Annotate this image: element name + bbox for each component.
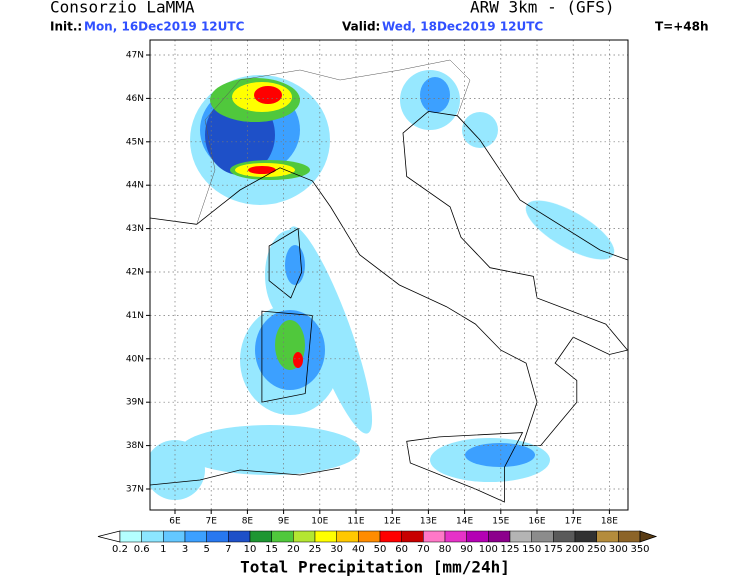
colorbar-box [163,530,186,543]
lon-label: 10E [311,517,328,527]
colorbar-label: 80 [439,544,452,555]
colorbar-box [596,530,619,543]
colorbar-label: 300 [609,544,628,555]
lon-label: 17E [565,517,582,527]
colorbar-box [574,530,597,543]
valid-value: Wed, 18Dec2019 12UTC [382,20,543,34]
colorbar-label: 25 [309,544,322,555]
colorbar-label: 125 [500,544,519,555]
lat-label: 41N [126,311,144,321]
colorbar-box [336,530,359,543]
lat-label: 39N [126,398,144,408]
colorbar-label: 200 [565,544,584,555]
colorbar-box [249,530,272,543]
lon-label: 14E [456,517,473,527]
colorbar-label: 40 [352,544,365,555]
lon-label: 15E [492,517,509,527]
colorbar-label: 70 [417,544,430,555]
colorbar-label: 0.2 [112,544,128,555]
colorbar-label: 350 [630,544,649,555]
lon-label: 7E [205,517,217,527]
colorbar-under [97,530,121,543]
colorbar-label: 0.6 [134,544,150,555]
lon-label: 8E [242,517,254,527]
colorbar-box [553,530,576,543]
colorbar-box [466,530,489,543]
colorbar: 0.2 0.6 1 3 5 7 10 15 20 25 30 40 50 60 70 80 90 100 125 15… [97,530,658,555]
colorbar-box [531,530,554,543]
graticule: 47N 46N 45N 44N 43N 42N 41N 40N 39N 38N 37N 6E 7E 8E 9… [126,40,628,527]
colorbar-label: 10 [244,544,257,555]
lon-label: 6E [169,517,181,527]
colorbar-over [639,530,658,543]
colorbar-box [119,530,142,543]
colorbar-title: Total Precipitation [mm/24h] [240,558,510,577]
colorbar-box [141,530,164,543]
init-value: Mon, 16Dec2019 12UTC [84,20,245,34]
lat-label: 47N [126,51,144,61]
colorbar-label: 20 [287,544,300,555]
colorbar-box [184,530,207,543]
precipitation-field [150,70,615,500]
colorbar-label: 100 [479,544,498,555]
colorbar-label: 150 [522,544,541,555]
coastlines [150,59,628,503]
colorbar-label: 15 [265,544,278,555]
lat-label: 38N [126,441,144,451]
lon-label: 18E [601,517,618,527]
colorbar-label: 3 [182,544,188,555]
colorbar-box [618,530,641,543]
colorbar-box [206,530,229,543]
colorbar-box [401,530,424,543]
colorbar-box [228,530,251,543]
colorbar-label: 175 [544,544,563,555]
colorbar-label: 50 [374,544,387,555]
lat-label: 44N [126,181,144,191]
colorbar-label: 1 [160,544,166,555]
colorbar-label: 60 [395,544,408,555]
lead-time: T=+48h [655,20,709,34]
colorbar-box [314,530,337,543]
init-label: Init.: [50,20,82,34]
colorbar-box [379,530,402,543]
lon-label: 13E [420,517,437,527]
lon-label: 11E [347,517,364,527]
lon-label: 16E [528,517,545,527]
colorbar-box [358,530,381,543]
colorbar-box [444,530,467,543]
colorbar-label: 90 [460,544,473,555]
colorbar-label: 5 [203,544,209,555]
colorbar-box [423,530,446,543]
colorbar-box [271,530,294,543]
colorbar-label: 7 [225,544,231,555]
lat-label: 40N [126,354,144,364]
lat-label: 43N [126,224,144,234]
lat-label: 45N [126,137,144,147]
title: Consorzio LaMMA [50,0,195,17]
colorbar-label: 250 [587,544,606,555]
colorbar-box [293,530,316,543]
valid-label: Valid: [342,20,380,34]
map-frame [149,39,629,511]
model: ARW 3km - (GFS) [470,0,615,17]
lat-label: 46N [126,94,144,104]
lat-label: 37N [126,485,144,495]
colorbar-box [488,530,511,543]
lat-label: 42N [126,268,144,278]
lon-label: 12E [384,517,401,527]
colorbar-label: 30 [330,544,343,555]
colorbar-box [509,530,532,543]
lon-label: 9E [278,517,290,527]
